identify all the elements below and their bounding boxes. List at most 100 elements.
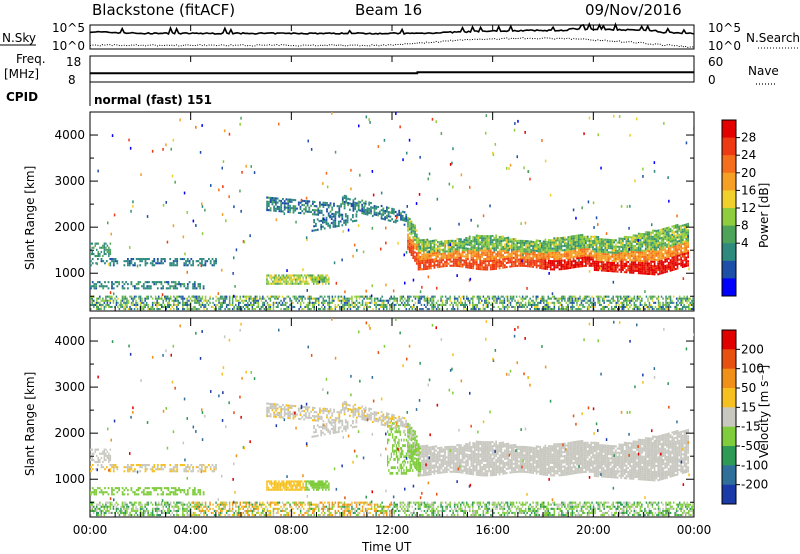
power-cell — [678, 301, 681, 304]
power-cell — [546, 245, 549, 248]
power-cell — [206, 299, 208, 302]
power-cell — [648, 305, 651, 308]
power-cell — [567, 254, 570, 257]
power-cell — [420, 297, 423, 300]
power-cell — [273, 201, 275, 204]
power-cell — [345, 301, 347, 304]
power-cell — [662, 265, 665, 268]
power-cell — [174, 283, 177, 286]
power-cell — [592, 242, 594, 245]
power-cell — [674, 257, 677, 260]
power-cell — [151, 260, 154, 263]
power-cell — [639, 261, 642, 264]
power-cell — [469, 277, 472, 281]
power-cell — [297, 211, 300, 214]
power-cell — [185, 297, 187, 300]
power-cell — [324, 299, 326, 302]
power-cell — [689, 308, 691, 311]
power-cell — [565, 242, 568, 245]
power-cell — [235, 299, 237, 302]
power-cell — [421, 245, 423, 248]
power-cell — [611, 259, 614, 262]
power-cell — [162, 299, 164, 302]
power-cell — [142, 258, 145, 261]
power-cell — [620, 295, 622, 298]
power-cell — [301, 295, 303, 298]
power-cell — [267, 280, 270, 283]
power-cell — [467, 241, 469, 244]
power-cell — [304, 305, 306, 308]
power-cell — [525, 240, 527, 243]
power-cell — [311, 280, 313, 283]
power-cell — [677, 303, 679, 306]
power-cell — [197, 299, 199, 302]
power-cell — [179, 118, 181, 122]
power-cell — [652, 252, 654, 255]
power-cell — [579, 246, 582, 249]
date-label: 09/Nov/2016 — [585, 1, 682, 19]
power-cell — [533, 243, 536, 246]
power-cell — [477, 263, 480, 266]
power-cell — [523, 258, 526, 261]
power-cell — [479, 261, 482, 264]
power-cell — [537, 258, 540, 261]
power-cell — [511, 257, 513, 260]
power-cell — [558, 257, 561, 260]
power-cell — [421, 243, 423, 246]
power-cell — [313, 297, 315, 300]
power-cell — [310, 204, 312, 207]
power-cell — [401, 210, 404, 213]
power-cell — [288, 282, 291, 285]
power-cell — [498, 263, 501, 266]
power-cell — [90, 260, 92, 263]
power-cell — [578, 234, 580, 237]
power-cell — [607, 255, 610, 258]
power-cell — [100, 303, 103, 306]
power-cell — [669, 236, 672, 239]
power-cell — [610, 297, 613, 300]
power-cell — [551, 268, 554, 271]
power-cell — [583, 244, 586, 247]
power-cell — [438, 303, 441, 306]
power-cell — [574, 255, 577, 258]
power-cell — [688, 308, 690, 311]
power-cell — [435, 243, 438, 246]
power-cell — [660, 228, 663, 231]
power-cell — [200, 297, 202, 300]
power-cell — [488, 249, 490, 252]
power-cell — [466, 308, 468, 311]
power-cell — [691, 308, 693, 311]
power-cell — [329, 224, 331, 227]
power-cell — [454, 262, 457, 265]
power-cell — [543, 305, 545, 308]
power-cell — [378, 308, 380, 311]
power-cell — [648, 303, 651, 306]
power-cell — [563, 263, 566, 266]
power-cell — [366, 295, 368, 298]
power-cell — [174, 303, 177, 306]
power-cell — [331, 295, 334, 298]
power-cell — [485, 301, 488, 304]
power-cell — [213, 303, 216, 306]
power-cell — [380, 215, 383, 218]
power-cell — [97, 308, 99, 311]
power-cell — [618, 268, 621, 271]
power-cell — [294, 205, 296, 209]
power-cell — [562, 259, 564, 262]
power-cell — [657, 269, 660, 272]
power-cell — [94, 301, 96, 304]
power-cell — [474, 261, 476, 264]
power-cell — [644, 241, 647, 244]
power-cell — [615, 253, 617, 256]
power-cell — [532, 295, 534, 298]
power-cell — [539, 242, 541, 245]
power-cell — [484, 241, 487, 244]
power-cell — [491, 268, 494, 271]
power-cell — [412, 242, 415, 245]
power-cell — [130, 281, 133, 284]
power-cell — [451, 252, 453, 255]
power-cell — [349, 297, 352, 300]
power-cell — [517, 301, 519, 304]
power-cell — [209, 295, 211, 298]
power-cell — [170, 303, 172, 306]
